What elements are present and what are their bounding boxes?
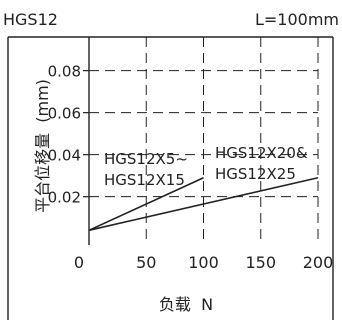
x-tick-label: 50 — [136, 253, 156, 272]
series-label-1: HGS12X20& — [215, 144, 308, 162]
x-tick-label: 150 — [245, 253, 276, 272]
series-line-1 — [88, 176, 319, 232]
axes: 0.02 0.04 0.06 0.08 0 50 100 150 200 — [48, 37, 334, 272]
series-line-0 — [88, 177, 204, 232]
y-tick-label: 0.04 — [48, 147, 81, 165]
x-tick-label: 0 — [74, 253, 84, 272]
series-label-1: HGS12X25 — [215, 165, 296, 183]
grid-lines — [89, 37, 319, 245]
y-tick-label: 0.02 — [48, 189, 81, 207]
series-label-0: HGS12X5~ — [104, 150, 188, 168]
series-label-0: HGS12X15 — [104, 171, 185, 189]
model-label: HGS12 — [3, 10, 58, 29]
x-axis-label: 负载 N — [159, 295, 213, 314]
y-axis-label: 平台位移量 (mm) — [33, 79, 52, 213]
labels: HGS12 L=100mm 负载 N 平台位移量 (mm) — [3, 10, 339, 314]
y-tick-label: 0.08 — [48, 63, 81, 81]
y-tick-label: 0.06 — [48, 105, 81, 123]
x-tick-label: 200 — [303, 253, 334, 272]
length-label: L=100mm — [255, 10, 339, 29]
series-lines: HGS12X5~ HGS12X15 HGS12X20&HGS12X25 — [88, 144, 319, 232]
chart-frame — [7, 36, 334, 320]
x-tick-label: 100 — [188, 253, 219, 272]
